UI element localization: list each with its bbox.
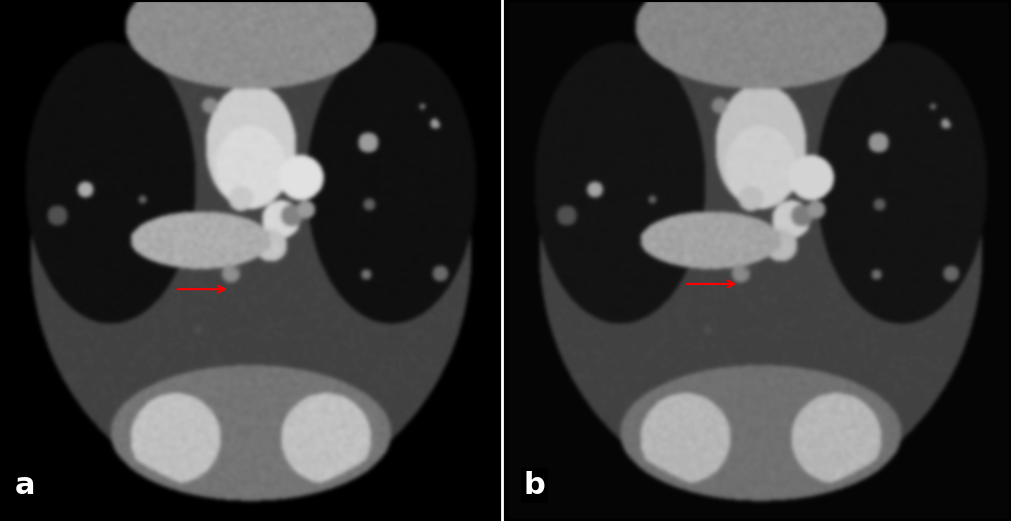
Text: a: a	[15, 471, 35, 500]
Text: b: b	[524, 471, 545, 500]
